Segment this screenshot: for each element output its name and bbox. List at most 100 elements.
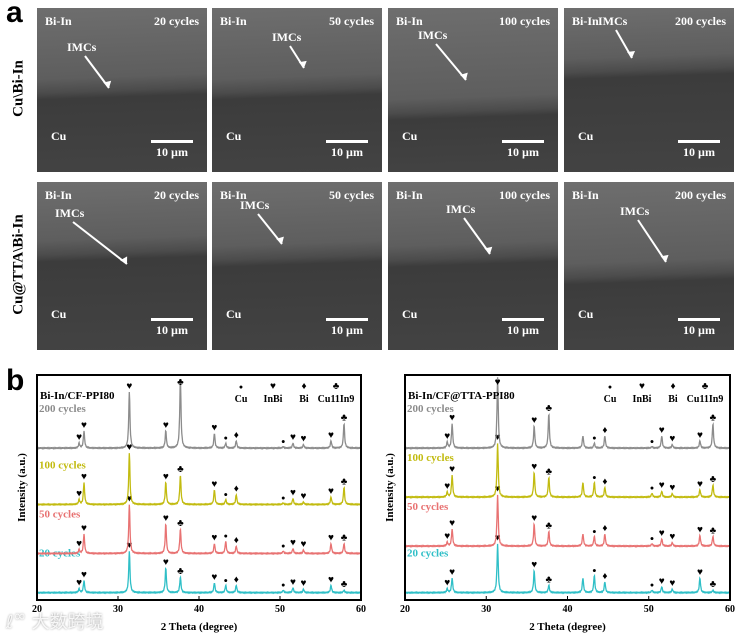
phase-marker: ♥ — [301, 539, 307, 550]
phase-marker: ♣ — [341, 476, 348, 487]
cu-label: Cu — [226, 307, 242, 321]
scale-bar: 10 µm — [151, 318, 193, 338]
cycles-label: 100 cycles — [499, 188, 550, 202]
legend-label: Cu11In9 — [687, 394, 724, 405]
phase-marker: ♦ — [602, 523, 607, 534]
phase-marker: ● — [224, 576, 228, 584]
sem-image: Bi-In 100 cycles IMCs Cu 10 µm — [388, 8, 558, 172]
phase-marker: ♣ — [341, 413, 348, 424]
cu-label: Cu — [226, 129, 242, 143]
cycles-label: 200 cycles — [675, 14, 726, 28]
imcs-label: IMCs — [620, 204, 650, 218]
y-axis-label: Intensity (a.u.) — [16, 453, 28, 522]
phase-marker: ♣ — [341, 579, 348, 590]
legend-symbol: ♦ — [670, 381, 675, 392]
phase-marker: ♥ — [531, 513, 537, 524]
phase-marker: ♥ — [301, 491, 307, 502]
imcs-label: IMCs — [272, 30, 302, 44]
phase-marker: ♥ — [328, 574, 334, 585]
phase-marker: ♥ — [449, 464, 455, 475]
legend-symbol: ● — [239, 383, 243, 391]
series-line-100-cycles — [405, 443, 730, 499]
cycles-label: 20 cycles — [154, 14, 199, 28]
x-tick-label: 50 — [275, 604, 285, 615]
phase-marker: ♣ — [177, 377, 184, 388]
phase-marker: ♥ — [211, 422, 217, 433]
scale-bar-label: 10 µm — [331, 323, 363, 337]
scale-bar: 10 µm — [502, 318, 544, 338]
phase-marker: ♥ — [659, 528, 665, 539]
phase-marker: ♥ — [697, 524, 703, 535]
cu-label: Cu — [578, 307, 594, 321]
phase-marker: ● — [592, 567, 596, 575]
legend-label: Cu11In9 — [318, 394, 355, 405]
scale-bar-label: 10 µm — [683, 145, 715, 159]
xrd-chart-cf-tta-ppi80: 20 cycles♥♥♥♥♣●♦● ♥ ♥♥♣50 cycles♥♥♥♥♣ ● ♦● ♥ ♥… — [384, 374, 735, 633]
phase-marker: ♥ — [669, 578, 675, 589]
scale-bar-label: 10 µm — [156, 145, 188, 159]
bi-in-label: Bi-In — [45, 14, 72, 28]
phase-marker: ♥ — [659, 425, 665, 436]
phase-marker: ♥ — [211, 533, 217, 544]
phase-marker: ♥ — [76, 432, 82, 443]
arrow-icon — [463, 217, 493, 255]
legend-symbol: ♣ — [702, 381, 709, 392]
series-line-50-cycles — [37, 504, 361, 556]
series-line-100-cycles — [37, 453, 361, 507]
phase-marker: ♣ — [710, 474, 717, 485]
imcs-label: IMCs — [240, 198, 270, 212]
phase-marker: ♦ — [602, 425, 607, 436]
phase-marker: ♦ — [234, 574, 239, 585]
scale-bar-label: 10 µm — [507, 145, 539, 159]
legend-label: Bi — [299, 394, 309, 405]
phase-marker: ♥ — [290, 577, 296, 588]
phase-marker: ♥ — [697, 430, 703, 441]
phase-marker: ♥ — [495, 484, 501, 495]
phase-marker: ♥ — [495, 432, 501, 443]
phase-marker: ♦ — [234, 430, 239, 441]
phase-marker: ♣ — [177, 566, 184, 577]
phase-marker: ♥ — [531, 462, 537, 473]
series-label: 100 cycles — [39, 459, 86, 471]
scale-bar: 10 µm — [151, 140, 193, 160]
bi-in-label: Bi-In — [396, 188, 423, 202]
phase-marker: ♥ — [449, 567, 455, 578]
legend-symbol: ♦ — [301, 381, 306, 392]
watermark-logo: ℓ∞ 大数跨境 — [6, 607, 104, 633]
arrow-icon — [72, 221, 128, 265]
scale-bar-label: 10 µm — [683, 323, 715, 337]
phase-marker: ♦ — [234, 484, 239, 495]
scale-bar-label: 10 µm — [331, 145, 363, 159]
series-label: 200 cycles — [39, 403, 86, 415]
series-label: 50 cycles — [407, 501, 449, 513]
phase-marker: ♥ — [659, 576, 665, 587]
x-axis-label: 2 Theta (degree) — [161, 621, 238, 633]
phase-marker: ♥ — [659, 480, 665, 491]
cu-label: Cu — [51, 307, 67, 321]
cu-label: Cu — [51, 129, 67, 143]
phase-marker: ♥ — [211, 479, 217, 490]
phase-marker: ♥ — [495, 377, 501, 388]
phase-marker: ♥ — [697, 479, 703, 490]
phase-marker: ♥ — [81, 471, 87, 482]
phase-marker: ♣ — [546, 403, 553, 414]
x-axis-label: 2 Theta (degree) — [529, 621, 606, 633]
phase-marker: ♣ — [546, 574, 553, 585]
x-tick-label: 30 — [481, 604, 491, 615]
x-tick-label: 20 — [32, 604, 42, 615]
bi-in-label: Bi-In — [396, 14, 423, 28]
legend-symbol: ● — [608, 383, 612, 391]
phase-marker: ♥ — [444, 531, 450, 542]
phase-marker: ♥ — [444, 578, 450, 589]
phase-marker: ♥ — [126, 540, 132, 551]
phase-marker: ♥ — [531, 415, 537, 426]
scale-bar: 10 µm — [326, 318, 368, 338]
legend-symbol: ♣ — [333, 381, 340, 392]
bi-in-label: Bi-In — [220, 14, 247, 28]
series-line-20-cycles — [37, 551, 361, 595]
panel-b-label: b — [6, 364, 25, 397]
series-label: 20 cycles — [407, 548, 449, 560]
series-line-200-cycles — [405, 377, 730, 450]
sem-image: Bi-In 50 cycles IMCs Cu 10 µm — [212, 8, 382, 172]
chart-title: Bi-In/CF-PPI80 — [40, 390, 115, 402]
